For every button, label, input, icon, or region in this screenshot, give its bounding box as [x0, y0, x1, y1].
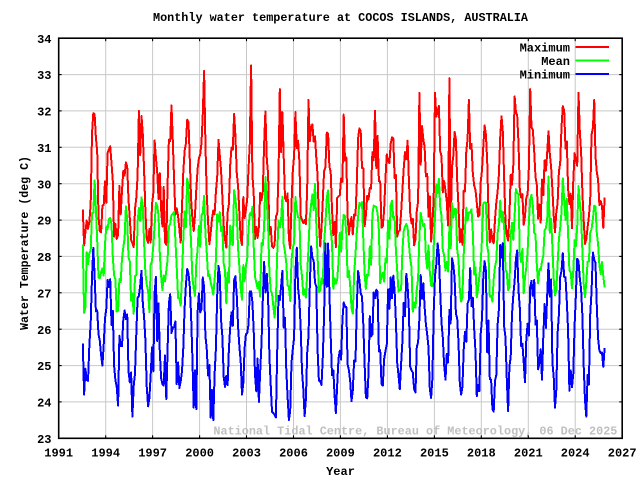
svg-text:Water Temperature (deg C): Water Temperature (deg C): [18, 156, 32, 330]
svg-text:Mean: Mean: [541, 55, 570, 69]
svg-text:30: 30: [37, 178, 51, 192]
svg-text:2003: 2003: [232, 446, 261, 460]
svg-text:2012: 2012: [373, 446, 402, 460]
svg-text:2021: 2021: [514, 446, 543, 460]
svg-text:1991: 1991: [44, 446, 73, 460]
svg-text:34: 34: [37, 33, 51, 47]
svg-text:2027: 2027: [608, 446, 637, 460]
svg-text:2018: 2018: [467, 446, 496, 460]
svg-text:33: 33: [37, 69, 51, 83]
svg-text:1994: 1994: [91, 446, 120, 460]
svg-text:2009: 2009: [326, 446, 355, 460]
svg-text:2000: 2000: [185, 446, 214, 460]
svg-text:26: 26: [37, 324, 51, 338]
svg-text:Minimum: Minimum: [520, 68, 570, 82]
svg-text:28: 28: [37, 251, 51, 265]
svg-text:Monthly water temperature at C: Monthly water temperature at COCOS ISLAN…: [153, 11, 529, 25]
svg-text:25: 25: [37, 360, 51, 374]
svg-text:29: 29: [37, 215, 51, 229]
svg-text:2006: 2006: [279, 446, 308, 460]
svg-text:23: 23: [37, 433, 51, 447]
svg-text:24: 24: [37, 397, 51, 411]
svg-text:Maximum: Maximum: [520, 41, 570, 55]
svg-text:National Tidal Centre, Bureau: National Tidal Centre, Bureau of Meteoro…: [213, 425, 617, 439]
svg-text:1997: 1997: [138, 446, 167, 460]
svg-text:Year: Year: [326, 465, 355, 479]
svg-text:27: 27: [37, 287, 51, 301]
svg-text:2015: 2015: [420, 446, 449, 460]
svg-text:2024: 2024: [561, 446, 590, 460]
svg-text:31: 31: [37, 142, 51, 156]
svg-text:32: 32: [37, 106, 51, 120]
